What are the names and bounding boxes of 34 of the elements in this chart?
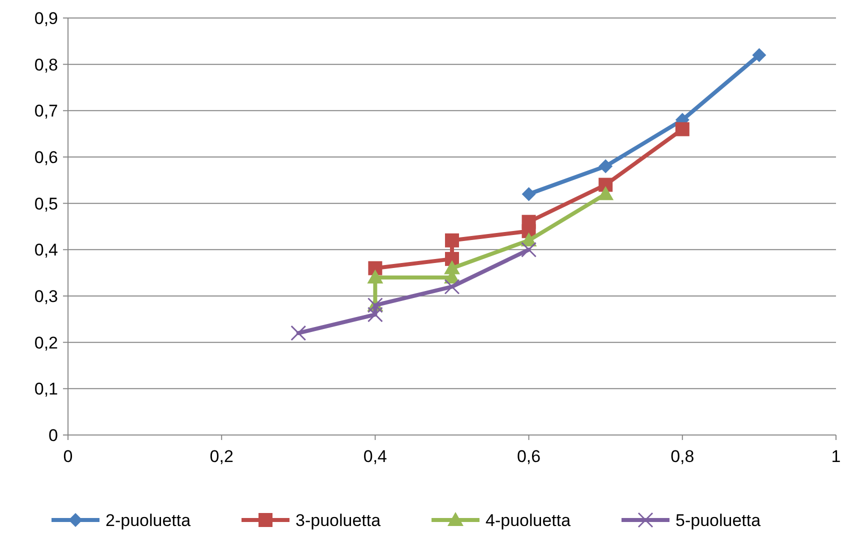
x-tick-label: 0,8 bbox=[670, 447, 694, 466]
point bbox=[598, 159, 613, 174]
point bbox=[367, 306, 383, 322]
x-tick-label: 0,2 bbox=[210, 447, 234, 466]
x-tick-label: 0,6 bbox=[516, 447, 541, 466]
y-tick-label: 0,8 bbox=[34, 55, 58, 74]
point bbox=[522, 187, 536, 202]
point bbox=[444, 278, 460, 294]
y-tick-label: 0,3 bbox=[34, 286, 58, 306]
point bbox=[521, 242, 537, 258]
point bbox=[675, 122, 690, 136]
y-tick-label: 0,1 bbox=[34, 380, 58, 399]
x-tick-label: 0 bbox=[63, 447, 73, 466]
point bbox=[752, 48, 766, 62]
y-tick-label: 0,5 bbox=[34, 194, 58, 214]
legend-label: 3-puoluetta bbox=[296, 510, 382, 530]
point bbox=[367, 269, 384, 284]
x-tick-label: 0,4 bbox=[363, 447, 388, 466]
point bbox=[445, 233, 459, 248]
y-tick-label: 0,7 bbox=[34, 102, 58, 121]
point bbox=[368, 261, 382, 276]
legend-label: 4-puoluetta bbox=[486, 510, 572, 530]
y-tick-label: 0,4 bbox=[34, 240, 58, 260]
y-tick-label: 0 bbox=[48, 426, 58, 445]
point bbox=[290, 325, 306, 341]
legend-label: 2-puoluetta bbox=[106, 510, 192, 530]
y-tick-label: 0,9 bbox=[34, 8, 58, 28]
x-tick-label: 1 bbox=[831, 447, 841, 466]
point bbox=[598, 186, 614, 200]
point bbox=[444, 260, 460, 274]
y-tick-label: 0,2 bbox=[34, 333, 58, 352]
legend-label: 5-puoluetta bbox=[676, 510, 762, 530]
y-tick-label: 0,6 bbox=[34, 148, 58, 167]
point bbox=[522, 214, 536, 229]
